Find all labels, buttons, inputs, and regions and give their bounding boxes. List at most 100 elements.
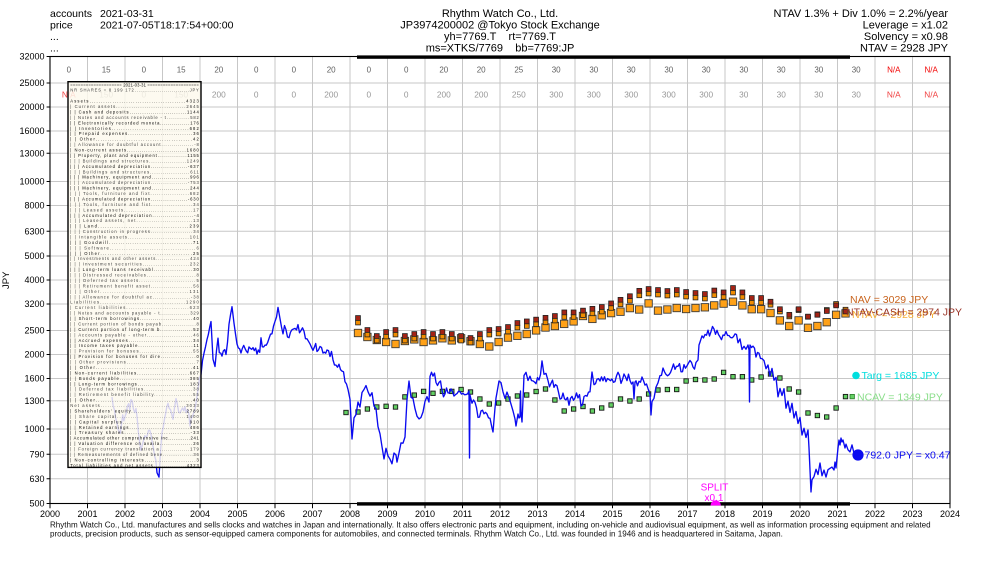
- svg-text:2018: 2018: [715, 509, 735, 519]
- svg-text:8000: 8000: [24, 201, 44, 211]
- svg-text:300: 300: [624, 90, 638, 100]
- svg-text:2005: 2005: [227, 509, 247, 519]
- svg-text:Targ = 1685 JPY: Targ = 1685 JPY: [862, 370, 940, 382]
- svg-text:| | | Investment securities...: | | | Investment securities.............…: [70, 262, 199, 267]
- svg-text:| | Accrued expenses..........: | | Accrued expenses....................…: [70, 338, 199, 343]
- svg-text:| | Retained earnings.........: | | Retained earnings...................…: [70, 425, 199, 430]
- svg-text:2002: 2002: [115, 509, 135, 519]
- svg-text:0: 0: [67, 66, 72, 75]
- svg-text:20: 20: [214, 66, 223, 75]
- svg-text:1300: 1300: [24, 396, 44, 406]
- svg-text:| | | Tools, furniture and fix: | | | Tools, furniture and fixt.........…: [70, 202, 199, 207]
- svg-text:Assets........................: Assets..................................…: [70, 99, 199, 104]
- svg-text:2024: 2024: [940, 509, 960, 519]
- svg-text:300: 300: [662, 90, 676, 100]
- svg-text:25000: 25000: [19, 78, 44, 88]
- svg-text:30: 30: [702, 66, 711, 75]
- svg-text:20: 20: [327, 66, 336, 75]
- svg-text:...: ...: [50, 43, 59, 55]
- svg-text:| | Deferred tax liabilities..: | | Deferred tax liabilities............…: [70, 387, 199, 392]
- svg-text:2020: 2020: [790, 509, 810, 519]
- svg-text:| | | Construction in progress: | | | Construction in progress..........…: [70, 229, 199, 234]
- svg-text:| | | Retirement benefit asset: | | | Retirement benefit asset..........…: [70, 283, 199, 288]
- svg-text:| | | Leased assets, net......: | | | Leased assets, net................…: [70, 218, 199, 223]
- svg-text:| | Notes and accounts receiva: | | Notes and accounts receivable - t...…: [70, 115, 199, 120]
- svg-text:30: 30: [814, 90, 824, 100]
- svg-text:| | Remeasurements of defined: | | Remeasurements of defined bene......…: [70, 452, 199, 457]
- svg-text:16000: 16000: [19, 126, 44, 136]
- svg-text:| | | Buildings and structures: | | | Buildings and structures..........…: [70, 169, 199, 174]
- svg-text:| Non-current assets..........: | Non-current assets....................…: [70, 148, 199, 153]
- svg-text:4000: 4000: [24, 275, 44, 285]
- svg-text:2013: 2013: [527, 509, 547, 519]
- svg-text:2004: 2004: [190, 509, 210, 519]
- svg-text:200: 200: [437, 90, 451, 100]
- svg-text:| | Bonds payable.............: | | Bonds payable.......................…: [70, 376, 199, 381]
- svg-text:Liabilities...................: Liabilities.............................…: [70, 300, 199, 305]
- svg-text:20: 20: [477, 66, 486, 75]
- svg-text:| | | Leased assets...........: | | | Leased assets.....................…: [70, 207, 199, 212]
- svg-text:790: 790: [29, 449, 44, 459]
- svg-text:price: price: [50, 20, 73, 32]
- svg-text:| | | Other...................: | | | Other.............................…: [70, 289, 199, 294]
- svg-text:2009: 2009: [377, 509, 397, 519]
- svg-text:300: 300: [549, 90, 563, 100]
- svg-text:| | Other.....................: | | Other...............................…: [70, 365, 199, 370]
- svg-text:Total liabilities and net asse: Total liabilities and net assets........…: [70, 463, 199, 468]
- svg-text:| | | Buildings and structures: | | | Buildings and structures..........…: [70, 158, 199, 163]
- svg-text:| | | Allowance for doubtful a: | | | Allowance for doubtful ac.........…: [70, 294, 199, 299]
- svg-text:N/A: N/A: [925, 66, 939, 75]
- svg-text:ms=XTKS/7769 bb=7769:JP: ms=XTKS/7769 bb=7769:JP: [426, 43, 575, 55]
- svg-text:| | Current portion of bonds p: | | Current portion of bonds payab......…: [70, 321, 199, 326]
- svg-text:| | Retirement benefit liabili: | | Retirement benefit liability........…: [70, 392, 199, 397]
- svg-text:2017: 2017: [677, 509, 697, 519]
- svg-text:| Accumulated other comprehens: | Accumulated other comprehensive inc...…: [70, 436, 199, 441]
- svg-text:| | Treasury shares...........: | | Treasury shares.....................…: [70, 430, 199, 435]
- svg-text:300: 300: [699, 90, 713, 100]
- svg-text:500: 500: [29, 499, 44, 509]
- svg-text:| | | Software................: | | | Software..........................…: [70, 245, 199, 250]
- svg-text:630: 630: [29, 474, 44, 484]
- svg-text:20: 20: [439, 66, 448, 75]
- svg-text:2014: 2014: [565, 509, 585, 519]
- svg-text:2019: 2019: [752, 509, 772, 519]
- svg-text:| Current liabilities.........: | Current liabilities...................…: [70, 305, 199, 310]
- svg-text:| | Other provisions..........: | | Other provisions....................…: [70, 360, 199, 365]
- svg-text:25: 25: [514, 66, 523, 75]
- svg-text:| | Other.....................: | | Other...............................…: [70, 137, 199, 142]
- svg-text:| | Allowance for doubtful acc: | | Allowance for doubtful account......…: [70, 142, 199, 147]
- svg-text:2023: 2023: [902, 509, 922, 519]
- svg-text:300: 300: [587, 90, 601, 100]
- svg-text:1000: 1000: [24, 424, 44, 434]
- svg-text:2006: 2006: [265, 509, 285, 519]
- svg-text:N/A: N/A: [887, 90, 901, 100]
- svg-text:200: 200: [324, 90, 338, 100]
- svg-text:NTAV-CASH = 2974 JPY: NTAV-CASH = 2974 JPY: [846, 307, 962, 319]
- svg-text:30: 30: [852, 90, 862, 100]
- svg-text:JPY: JPY: [1, 271, 12, 289]
- svg-text:2016: 2016: [640, 509, 660, 519]
- svg-text:| | Electronically recorded mo: | | Electronically recorded moneta......…: [70, 120, 199, 125]
- svg-text:5000: 5000: [24, 251, 44, 261]
- svg-text:200: 200: [474, 90, 488, 100]
- svg-text:2500: 2500: [24, 326, 44, 336]
- svg-text:2001: 2001: [77, 509, 97, 519]
- svg-text:30: 30: [664, 66, 673, 75]
- svg-text:200: 200: [212, 90, 226, 100]
- svg-text:| | | Accumulated depreciation: | | | Accumulated depreciation..........…: [70, 213, 199, 218]
- svg-text:0: 0: [404, 90, 409, 100]
- svg-text:==================== 2021-03-3: ==================== 2021-03-31 ========…: [70, 82, 199, 87]
- svg-text:| | Capital surplus...........: | | Capital surplus.....................…: [70, 419, 199, 424]
- svg-text:2021: 2021: [827, 509, 847, 519]
- svg-text:| | Long-term borrowings......: | | Long-term borrowings................…: [70, 381, 199, 386]
- svg-text:| | | Accumulated depreciation: | | | Accumulated depreciation..........…: [70, 164, 199, 169]
- svg-text:0: 0: [404, 66, 409, 75]
- svg-text:SPLIT: SPLIT: [701, 483, 729, 494]
- svg-text:| | | Land....................: | | | Land..............................…: [70, 224, 199, 229]
- svg-text:32000: 32000: [19, 52, 44, 62]
- svg-text:| | Income taxes payable......: | | Income taxes payable................…: [70, 343, 199, 348]
- svg-text:Solvency = x0.98: Solvency = x0.98: [864, 31, 948, 43]
- svg-text:30: 30: [589, 66, 598, 75]
- svg-text:NCAV = 1349 JPY: NCAV = 1349 JPY: [857, 392, 943, 404]
- svg-text:30: 30: [627, 66, 636, 75]
